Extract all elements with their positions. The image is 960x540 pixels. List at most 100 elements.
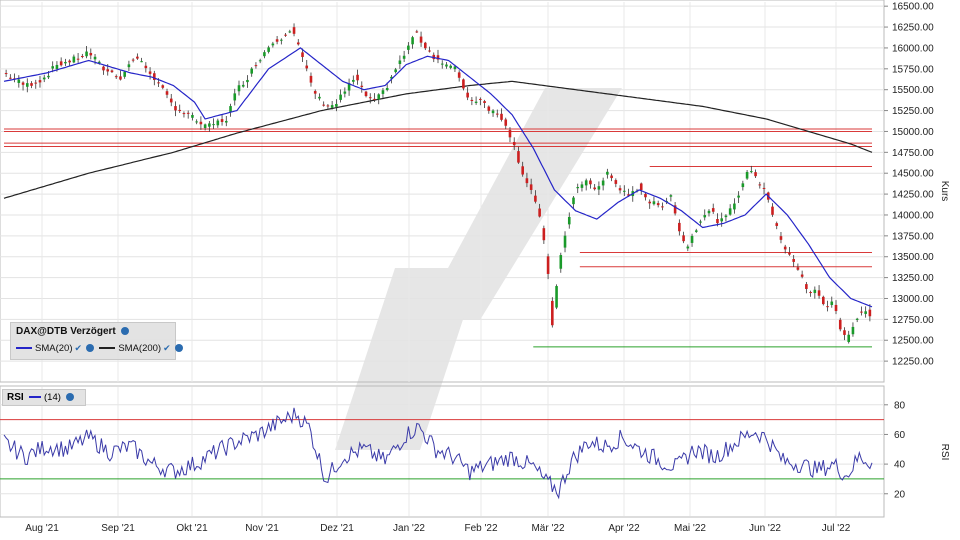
legend-title: DAX@DTB Verzögert: [16, 326, 129, 337]
sma200-series: [3, 80, 873, 199]
candle-body: [292, 27, 296, 34]
candle-body: [656, 203, 660, 206]
legend-sma20: SMA(20): [35, 343, 73, 354]
candle-body: [580, 184, 584, 188]
candle-body: [864, 311, 867, 314]
candle-body: [682, 235, 685, 242]
candle-body: [296, 42, 300, 45]
candle-body: [673, 205, 677, 214]
candle-body: [123, 71, 126, 77]
candle-body: [457, 72, 461, 78]
rsi-grid: [0, 404, 884, 495]
price-axis-label: Kurs: [939, 181, 950, 202]
candle-body: [42, 77, 46, 80]
candle-body: [47, 75, 50, 78]
candle-body: [127, 64, 131, 68]
gear-icon[interactable]: [65, 393, 74, 402]
x-tick-label: Dez '21: [320, 523, 354, 534]
price-y-axis: 12250.00 12500.00 12750.00 13000.00 13250.00…: [884, 2, 934, 368]
candle-body: [648, 201, 652, 204]
candle-body: [860, 311, 863, 313]
gear-icon[interactable]: [174, 344, 183, 353]
candle-body: [783, 246, 787, 250]
candle-body: [733, 203, 736, 210]
check-icon[interactable]: ✔: [74, 343, 83, 353]
rsi-tick-label: 80: [894, 400, 906, 411]
candle-body: [415, 31, 419, 33]
rsi-tick-label: 60: [894, 430, 906, 441]
candle-body: [385, 87, 389, 91]
candle-body: [724, 215, 728, 218]
price-tick-label: 15750.00: [892, 64, 934, 75]
candle-body: [38, 80, 42, 83]
rsi-swatch: [29, 396, 41, 399]
candle-body: [449, 65, 453, 68]
candle-body: [690, 235, 694, 243]
candle-body: [373, 98, 376, 100]
candle-body: [843, 330, 846, 335]
x-tick-label: Mär '22: [531, 523, 564, 534]
candle-body: [817, 290, 821, 296]
candle-body: [762, 187, 766, 189]
candle-body: [788, 252, 791, 255]
candle-body: [707, 210, 711, 214]
candle-body: [352, 79, 355, 82]
check-icon[interactable]: ✔: [163, 343, 171, 353]
candle-body: [419, 36, 423, 43]
candle-body: [258, 60, 262, 62]
candle-body: [411, 37, 414, 45]
candle-body: [174, 106, 177, 111]
candle-body: [309, 75, 313, 83]
candle-body: [661, 206, 664, 208]
sma200-swatch: [99, 347, 116, 350]
price-tick-label: 13000.00: [892, 294, 934, 305]
candle-body: [593, 187, 596, 190]
candle-body: [758, 184, 762, 186]
candle-body: [741, 183, 745, 188]
candle-body: [250, 68, 253, 74]
candle-body: [440, 63, 444, 65]
price-tick-label: 15000.00: [892, 127, 934, 138]
candle-body: [584, 180, 588, 186]
candle-body: [838, 319, 842, 330]
candle-body: [153, 73, 156, 80]
candle-body: [119, 76, 122, 80]
sma20-line: [3, 47, 873, 308]
price-tick-label: 12250.00: [892, 357, 934, 368]
candle-body: [17, 79, 21, 83]
candle-body: [93, 56, 97, 60]
candle-body: [474, 101, 478, 103]
support-resistance-lines: [4, 128, 872, 348]
candle-body: [754, 172, 757, 177]
gear-icon[interactable]: [86, 344, 95, 353]
price-tick-label: 13500.00: [892, 252, 934, 263]
candle-body: [165, 91, 169, 95]
candle-body: [212, 124, 215, 126]
candle-body: [186, 112, 190, 114]
candle-body: [322, 104, 325, 106]
candle-body: [275, 39, 279, 42]
rsi-tick-label: 20: [894, 489, 906, 500]
gear-icon[interactable]: [120, 327, 129, 336]
candle-body: [339, 94, 342, 100]
candle-body: [830, 301, 834, 305]
candle-body: [51, 66, 54, 69]
candle-body: [59, 61, 63, 66]
candle-body: [136, 56, 139, 59]
price-tick-label: 14750.00: [892, 148, 934, 159]
candle-body: [364, 91, 368, 97]
price-tick-label: 15500.00: [892, 85, 934, 96]
rsi-series: [3, 407, 873, 500]
candle-body: [356, 74, 359, 81]
candle-body: [208, 123, 211, 127]
candle-body: [102, 66, 105, 71]
candle-body: [546, 256, 550, 274]
x-tick-label: Nov '21: [245, 523, 279, 534]
x-tick-label: Jan '22: [393, 523, 425, 534]
candle-body: [466, 92, 469, 98]
candle-body: [627, 194, 630, 196]
candle-body: [805, 284, 808, 289]
candle-body: [4, 73, 8, 75]
price-tick-label: 14500.00: [892, 169, 934, 180]
candle-body: [428, 50, 431, 52]
